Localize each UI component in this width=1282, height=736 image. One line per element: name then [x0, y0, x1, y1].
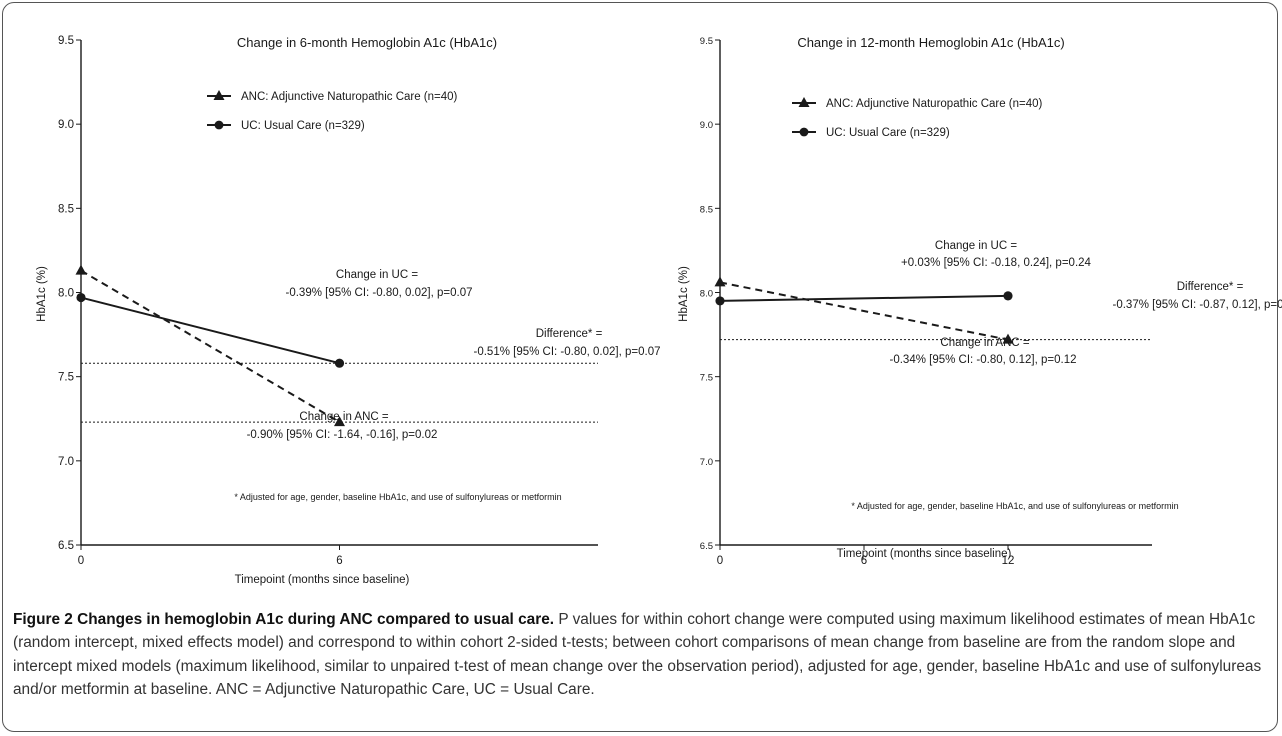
data-point-triangle [334, 416, 345, 427]
uc-change-label: Change in UC = [935, 240, 1017, 252]
uc-change-value: +0.03% [95% CI: -0.18, 0.24], p=0.24 [901, 257, 1091, 269]
x-axis-label: Timepoint (months since baseline) [837, 548, 1012, 560]
data-point-circle [76, 292, 86, 303]
anc-change-value: -0.90% [95% CI: -1.64, -0.16], p=0.02 [247, 429, 438, 441]
data-point-circle [715, 296, 725, 306]
legend-marker-circle [214, 120, 224, 130]
y-tick-label: 7.0 [700, 457, 713, 468]
legend-marker-circle [799, 127, 809, 137]
y-tick-label: 8.5 [700, 204, 713, 215]
series-line-triangle [719, 281, 1009, 341]
data-point-triangle [1002, 333, 1014, 344]
y-tick-label: 9.0 [700, 120, 713, 131]
chart-panel-1: 6.5 7.0 7.5 8.0 8.5 9.0 9.5 0 6 HbA1c (%) Timepoin… [36, 35, 661, 586]
legend-marker-triangle [213, 90, 225, 100]
difference-value: -0.37% [95% CI: -0.87, 0.12], p=0.14 [1113, 299, 1282, 311]
y-tick-label: 8.0 [700, 289, 713, 300]
y-tick-label: 7.0 [58, 456, 74, 468]
difference-label: Difference* = [1177, 281, 1244, 293]
y-tick-label: 8.0 [58, 288, 74, 300]
uc-change-label: Change in UC = [336, 269, 418, 281]
legend-label: UC: Usual Care (n=329) [241, 120, 365, 132]
series-line-triangle [80, 269, 341, 423]
caption-body: P values for within cohort change were c… [13, 611, 1262, 698]
legend-label: ANC: Adjunctive Naturopathic Care (n=40) [241, 91, 458, 103]
series-line-circle [719, 294, 1009, 302]
legend-marker-triangle [798, 97, 810, 107]
adjustment-footnote: * Adjusted for age, gender, baseline HbA… [851, 501, 1178, 511]
anc-change-label: Change in ANC = [299, 411, 388, 423]
difference-value: -0.51% [95% CI: -0.80, 0.02], p=0.07 [474, 346, 661, 358]
y-tick-label: 8.5 [58, 203, 74, 215]
x-tick-label: 0 [78, 555, 84, 567]
chart-title: Change in 12-month Hemoglobin A1c (HbA1c… [797, 35, 1064, 50]
caption-title: Figure 2 Changes in hemoglobin A1c durin… [13, 611, 555, 628]
data-point-triangle [714, 276, 726, 287]
series-line-circle [80, 296, 340, 365]
y-tick-label: 7.5 [58, 372, 74, 384]
x-tick-label: 6 [336, 555, 342, 567]
difference-label: Difference* = [536, 328, 603, 340]
x-tick-label: 0 [717, 555, 723, 567]
data-point-circle [334, 358, 345, 368]
anc-change-label: Change in ANC = [940, 337, 1029, 349]
data-point-triangle [75, 264, 87, 275]
y-tick-label: 9.5 [58, 35, 74, 47]
chart-panel-2: 6.5 7.0 7.5 8.0 8.5 9.0 9.5 0 6 12 HbA1c (%) Timepo… [678, 35, 1282, 567]
y-axis-label: HbA1c (%) [678, 266, 690, 322]
figure-charts: 6.5 7.0 7.5 8.0 8.5 9.0 9.5 0 6 HbA1c (%) Timepoin… [36, 35, 1282, 586]
x-tick-label: 6 [861, 555, 867, 567]
data-point-circle [1003, 291, 1013, 301]
figure-caption: Figure 2 Changes in hemoglobin A1c durin… [13, 608, 1268, 701]
x-tick-label: 12 [1002, 555, 1015, 567]
chart-title: Change in 6-month Hemoglobin A1c (HbA1c) [237, 35, 497, 50]
y-tick-label: 6.5 [58, 540, 74, 552]
y-tick-label: 6.5 [700, 541, 713, 552]
legend-label: UC: Usual Care (n=329) [826, 127, 950, 139]
y-tick-label: 9.5 [700, 36, 713, 47]
legend-label: ANC: Adjunctive Naturopathic Care (n=40) [826, 98, 1043, 110]
uc-change-value: -0.39% [95% CI: -0.80, 0.02], p=0.07 [286, 287, 473, 299]
adjustment-footnote: * Adjusted for age, gender, baseline HbA… [234, 492, 561, 502]
y-tick-label: 7.5 [700, 373, 713, 384]
y-tick-label: 9.0 [58, 119, 74, 131]
y-axis-label: HbA1c (%) [36, 266, 48, 322]
anc-change-value: -0.34% [95% CI: -0.80, 0.12], p=0.12 [890, 354, 1077, 366]
x-axis-label: Timepoint (months since baseline) [235, 574, 410, 586]
